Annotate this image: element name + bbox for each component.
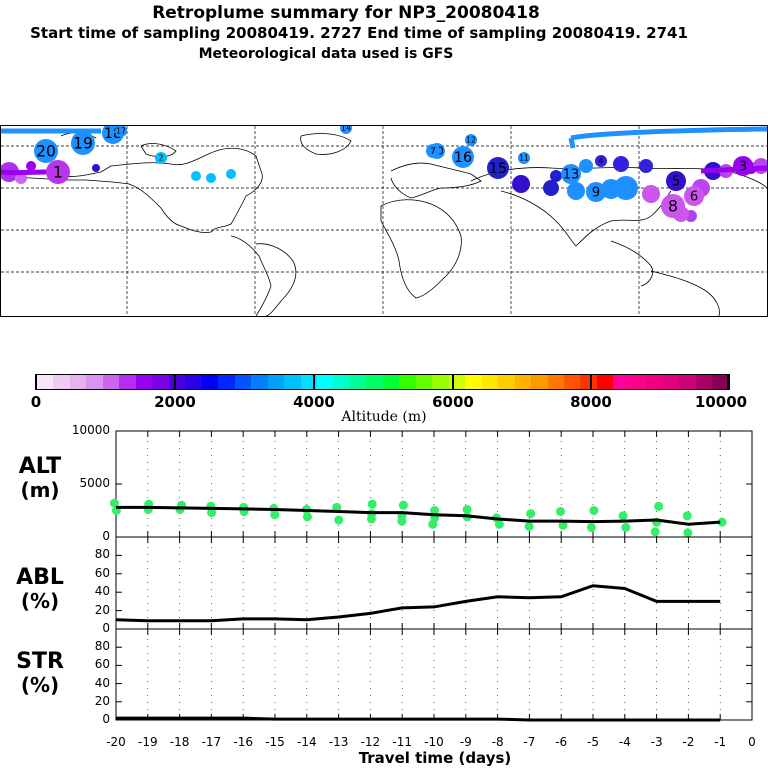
x-tick-label: -14 xyxy=(297,735,317,749)
alt-cluster-point xyxy=(587,523,596,532)
x-tick-label: -6 xyxy=(555,735,567,749)
alt-cluster-point xyxy=(621,523,630,532)
alt-cluster-point xyxy=(334,516,343,525)
alt-y-tick-label: 5000 xyxy=(70,476,110,490)
alt-cluster-point xyxy=(368,500,377,509)
x-tick-label: -12 xyxy=(361,735,381,749)
x-tick-label: -16 xyxy=(233,735,253,749)
x-tick-label: -11 xyxy=(392,735,412,749)
x-tick-label: -19 xyxy=(138,735,158,749)
time-series-charts xyxy=(0,0,768,768)
abl-y-tick-label: 20 xyxy=(70,603,110,617)
alt-cluster-point xyxy=(399,501,408,510)
abl-y-tick-label: 60 xyxy=(70,566,110,580)
alt-cluster-point xyxy=(367,514,376,523)
alt-cluster-point xyxy=(270,510,279,519)
x-tick-label: -7 xyxy=(523,735,535,749)
alt-cluster-point xyxy=(175,505,184,514)
x-tick-label: -8 xyxy=(492,735,504,749)
alt-y-tick-label: 0 xyxy=(70,529,110,543)
x-tick-label: -10 xyxy=(424,735,444,749)
alt-cluster-point xyxy=(589,506,598,515)
abl-y-tick-label: 80 xyxy=(70,547,110,561)
alt-cluster-point xyxy=(654,502,663,511)
alt-cluster-point xyxy=(397,517,406,526)
alt-cluster-point xyxy=(495,520,504,529)
x-tick-label: -15 xyxy=(265,735,285,749)
alt-cluster-point xyxy=(651,527,660,536)
str-y-tick-label: 40 xyxy=(70,676,110,690)
x-tick-label: -3 xyxy=(651,735,663,749)
alt-cluster-point xyxy=(526,509,535,518)
x-tick-label: -17 xyxy=(202,735,222,749)
x-tick-label: -20 xyxy=(106,735,126,749)
alt-cluster-point xyxy=(525,522,534,531)
alt-cluster-point xyxy=(683,511,692,520)
x-tick-label: -2 xyxy=(682,735,694,749)
x-tick-label: -5 xyxy=(587,735,599,749)
str-y-tick-label: 0 xyxy=(70,712,110,726)
x-tick-label: -18 xyxy=(170,735,190,749)
x-tick-label: -9 xyxy=(460,735,472,749)
abl-y-tick-label: 40 xyxy=(70,584,110,598)
abl-y-tick-label: 0 xyxy=(70,621,110,635)
x-tick-label: 0 xyxy=(748,735,756,749)
abl-line xyxy=(116,586,720,621)
alt-cluster-point xyxy=(683,528,692,537)
alt-cluster-point xyxy=(428,520,437,529)
str-y-tick-label: 60 xyxy=(70,657,110,671)
x-axis-label: Travel time (days) xyxy=(0,749,768,767)
str-y-tick-label: 20 xyxy=(70,694,110,708)
x-tick-label: -13 xyxy=(329,735,349,749)
alt-cluster-point xyxy=(303,512,312,521)
x-tick-label: -4 xyxy=(619,735,631,749)
alt-y-tick-label: 10000 xyxy=(70,423,110,437)
alt-cluster-point xyxy=(556,507,565,516)
alt-mean-line xyxy=(116,507,720,524)
x-tick-label: -1 xyxy=(714,735,726,749)
alt-cluster-point xyxy=(619,511,628,520)
str-y-tick-label: 80 xyxy=(70,639,110,653)
